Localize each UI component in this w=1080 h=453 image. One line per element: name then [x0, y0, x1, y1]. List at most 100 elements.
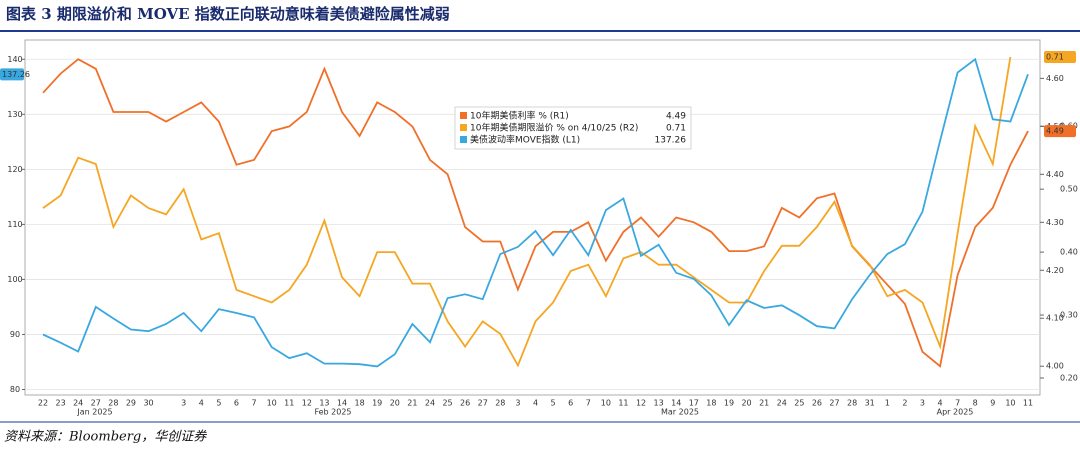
x-tick-label: 19: [724, 399, 734, 408]
x-tick-label: 4: [533, 399, 538, 408]
x-tick-label: 21: [759, 399, 769, 408]
series-line: [42, 56, 1012, 368]
x-tick-label: 28: [847, 399, 857, 408]
chart-title: 图表 3 期限溢价和 MOVE 指数正向联动意味着美债避险属性减弱: [6, 5, 450, 23]
y3-tick-label: 0.20: [1060, 374, 1078, 383]
legend-label: 美债波动率MOVE指数 (L1): [470, 134, 580, 146]
x-tick-label: 9: [990, 399, 995, 408]
y-tick-label: 140: [7, 55, 22, 64]
y-tick-label: 120: [7, 165, 22, 174]
x-tick-label: 12: [302, 399, 312, 408]
y3-tick-label: 0.50: [1060, 185, 1078, 194]
x-tick-label: 25: [442, 399, 452, 408]
x-tick-label: 27: [829, 399, 839, 408]
x-tick-label: 24: [73, 399, 83, 408]
y3-tick-label: 0.40: [1060, 248, 1078, 257]
y3-tick-label: 0.30: [1060, 311, 1078, 320]
y2-tick-label: 4.10: [1046, 314, 1064, 323]
x-tick-label: 6: [568, 399, 573, 408]
y2-tick-label: 4.00: [1046, 362, 1064, 371]
source: 资料来源：Bloomberg，华创证券: [4, 430, 207, 445]
x-tick-label: 19: [372, 399, 382, 408]
legend-swatch: [460, 136, 467, 143]
legend-label: 10年期美债期限溢价 % on 4/10/25 (R2): [470, 122, 638, 134]
y-tick-label: 90: [10, 330, 20, 339]
x-tick-label: 14: [337, 399, 347, 408]
x-tick-label: 3: [920, 399, 925, 408]
y-tick-label: 80: [10, 385, 20, 394]
x-tick-label: 26: [812, 399, 822, 408]
legend-value: 0.71: [666, 124, 686, 134]
x-tick-label: 29: [126, 399, 136, 408]
x-tick-label: 31: [865, 399, 875, 408]
y-tick-label: 100: [7, 275, 22, 284]
legend-label: 10年期美债利率 % (R1): [470, 110, 569, 122]
series-line: [42, 57, 1029, 368]
x-tick-label: 14: [671, 399, 681, 408]
x-tick-label: 2: [902, 399, 907, 408]
x-tick-label: 1: [885, 399, 890, 408]
month-label: Jan 2025: [76, 408, 112, 417]
x-tick-label: 8: [973, 399, 978, 408]
end-label: 4.49: [1046, 127, 1064, 136]
x-tick-label: 11: [284, 399, 294, 408]
x-tick-label: 27: [478, 399, 488, 408]
x-tick-label: 11: [1023, 399, 1033, 408]
plot-frame: [24, 39, 1041, 396]
end-label: 0.71: [1046, 52, 1064, 61]
legend-swatch: [460, 124, 467, 131]
x-tick-label: 7: [586, 399, 591, 408]
x-tick-label: 27: [91, 399, 101, 408]
legend-value: 137.26: [655, 136, 687, 146]
x-tick-label: 10: [601, 399, 611, 408]
x-tick-label: 10: [267, 399, 277, 408]
end-badge: [1044, 125, 1076, 138]
month-label: Feb 2025: [314, 408, 351, 417]
y-tick-label: 110: [7, 220, 22, 229]
month-label: Apr 2025: [937, 408, 974, 417]
end-badge: [0, 68, 24, 81]
x-tick-label: 5: [551, 399, 556, 408]
x-tick-label: 11: [618, 399, 628, 408]
x-tick-label: 4: [199, 399, 204, 408]
x-tick-label: 6: [234, 399, 239, 408]
x-tick-label: 28: [495, 399, 505, 408]
x-tick-label: 30: [143, 399, 153, 408]
x-tick-label: 28: [108, 399, 118, 408]
x-tick-label: 13: [319, 399, 329, 408]
y2-tick-label: 4.20: [1046, 266, 1064, 275]
legend: 10年期美债利率 % (R1) 4.49 10年期美债期限溢价 % on 4/10/…: [454, 106, 692, 150]
x-tick-label: 3: [181, 399, 186, 408]
x-tick-label: 23: [55, 399, 65, 408]
x-tick-label: 20: [741, 399, 751, 408]
x-tick-label: 24: [777, 399, 787, 408]
y-tick-label: 130: [7, 110, 22, 119]
x-tick-label: 10: [1005, 399, 1015, 408]
x-tick-label: 4: [938, 399, 943, 408]
x-tick-label: 7: [252, 399, 257, 408]
x-tick-label: 12: [636, 399, 646, 408]
x-tick-label: 13: [654, 399, 664, 408]
x-tick-label: 26: [460, 399, 470, 408]
month-label: Mar 2025: [661, 408, 699, 417]
legend-box: [454, 106, 692, 150]
y2-tick-label: 4.30: [1046, 218, 1064, 227]
x-tick-label: 18: [706, 399, 716, 408]
x-tick-label: 25: [794, 399, 804, 408]
x-tick-label: 18: [355, 399, 365, 408]
end-label: 137.26: [2, 70, 30, 79]
x-tick-label: 20: [390, 399, 400, 408]
x-tick-label: 7: [955, 399, 960, 408]
end-badge: [1044, 50, 1076, 63]
x-tick-label: 5: [216, 399, 221, 408]
legend-swatch: [460, 112, 467, 119]
x-tick-label: 22: [38, 399, 48, 408]
x-tick-label: 17: [689, 399, 699, 408]
y2-tick-label: 4.60: [1046, 74, 1064, 83]
x-tick-label: 3: [515, 399, 520, 408]
x-tick-label: 21: [407, 399, 417, 408]
y2-tick-label: 4.40: [1046, 170, 1064, 179]
x-tick-label: 24: [425, 399, 435, 408]
